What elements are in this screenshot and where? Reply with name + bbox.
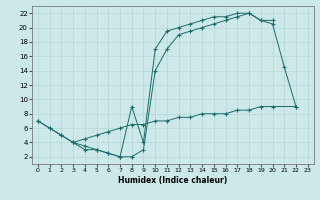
X-axis label: Humidex (Indice chaleur): Humidex (Indice chaleur) (118, 176, 228, 185)
